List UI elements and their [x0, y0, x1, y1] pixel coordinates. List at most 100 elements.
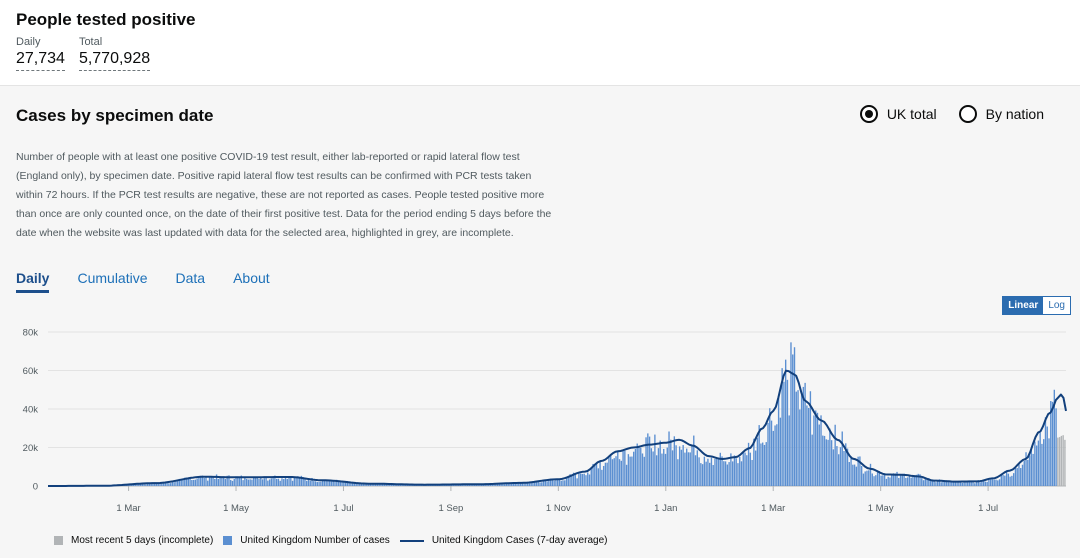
- daily-cases-bar: [343, 482, 345, 486]
- daily-cases-bar: [251, 479, 253, 486]
- tab-daily[interactable]: Daily: [16, 270, 50, 293]
- daily-cases-bar: [230, 479, 232, 486]
- daily-cases-bar: [272, 478, 274, 486]
- daily-cases-bar: [912, 476, 914, 486]
- daily-cases-bar: [390, 484, 393, 486]
- daily-cases-bar: [694, 455, 697, 486]
- daily-cases-bar: [1021, 464, 1024, 486]
- daily-cases-bar: [1041, 443, 1043, 486]
- daily-cases-bar: [813, 415, 815, 486]
- daily-cases-bar: [806, 405, 808, 486]
- card-title: Cases by specimen date: [16, 106, 214, 125]
- daily-cases-bar: [539, 482, 541, 486]
- daily-cases-bar: [898, 478, 900, 486]
- daily-cases-bar: [311, 477, 313, 486]
- daily-cases-bar: [657, 448, 660, 486]
- daily-cases-bar: [942, 481, 944, 486]
- daily-cases-bar: [914, 475, 916, 486]
- y-tick-label: 0: [33, 482, 38, 493]
- daily-cases-bar: [956, 481, 958, 486]
- daily-cases-bar: [885, 478, 888, 486]
- daily-cases-bar: [270, 478, 273, 486]
- y-tick-label: 40k: [23, 405, 39, 416]
- daily-cases-bar: [399, 484, 402, 486]
- daily-cases-bar: [982, 480, 985, 486]
- daily-cases-bar: [862, 473, 865, 486]
- daily-cases-bar: [747, 442, 750, 486]
- daily-cases-bar: [1000, 475, 1002, 486]
- x-tick-label: 1 May: [868, 503, 894, 514]
- daily-cases-bar: [1039, 432, 1041, 486]
- daily-cases-bar: [892, 473, 895, 486]
- daily-cases-bar: [148, 483, 151, 486]
- daily-cases-bar: [684, 452, 686, 486]
- radio-by-nation-label[interactable]: By nation: [985, 106, 1044, 122]
- scale-toggle: Linear Log: [1002, 296, 1071, 315]
- daily-cases-bar: [470, 484, 472, 486]
- daily-cases-bar: [820, 415, 822, 486]
- daily-cases-bar: [625, 464, 628, 486]
- tab-about[interactable]: About: [233, 270, 270, 286]
- x-axis-ticks: 1 Mar 1 May 1 Jul 1 Sep 1 Nov 1 Jan 1 Mar 1 May…: [116, 486, 998, 514]
- daily-cases-bar: [277, 478, 280, 486]
- daily-cases-bar: [979, 482, 981, 486]
- daily-cases-bar: [652, 451, 654, 486]
- daily-cases-bar: [549, 478, 552, 486]
- daily-cases-bar: [708, 462, 711, 486]
- daily-cases-bar: [359, 483, 361, 486]
- daily-cases-bar: [484, 484, 486, 486]
- daily-cases-bar: [344, 481, 347, 486]
- radio-uk-total[interactable]: UK total: [859, 105, 937, 123]
- radio-uk-total-circle[interactable]: [859, 105, 878, 123]
- daily-cases-bar: [353, 483, 356, 486]
- daily-cases-bar: [161, 482, 163, 486]
- daily-cases-bar: [1007, 473, 1010, 486]
- chart-grid: [48, 331, 1066, 487]
- daily-cases-bar: [198, 477, 200, 486]
- daily-cases-bar: [564, 480, 566, 486]
- daily-cases-bar: [182, 479, 184, 486]
- daily-cases-bar: [1043, 439, 1045, 486]
- daily-cases-bar: [224, 479, 227, 486]
- tab-cumulative[interactable]: Cumulative: [77, 270, 148, 286]
- daily-cases-bar: [906, 477, 909, 486]
- scale-linear-button[interactable]: Linear: [1003, 297, 1044, 314]
- daily-cases-bar: [440, 485, 442, 486]
- daily-cases-bar: [949, 481, 951, 486]
- card-description: Number of people with at least one posit…: [16, 151, 552, 239]
- daily-cases-bar: [929, 480, 932, 486]
- daily-cases-bar: [217, 478, 220, 486]
- daily-cases-bar: [975, 480, 978, 486]
- daily-cases-bar: [572, 472, 575, 486]
- daily-cases-bar: [1011, 475, 1013, 486]
- daily-cases-bar: [491, 484, 493, 486]
- daily-cases-bar: [336, 479, 338, 486]
- daily-cases-bar: [378, 483, 380, 486]
- daily-cases-bar: [988, 479, 990, 486]
- daily-cases-bar: [701, 464, 704, 486]
- radio-by-nation-circle[interactable]: [958, 105, 977, 123]
- total-value[interactable]: 5,770,928: [78, 49, 151, 71]
- daily-cases-bar: [512, 482, 515, 486]
- daily-cases-bar: [875, 475, 877, 486]
- daily-cases-bar: [1032, 453, 1034, 486]
- scale-log-button[interactable]: Log: [1043, 297, 1070, 314]
- daily-cases-bar: [818, 424, 820, 486]
- daily-cases-bar: [1025, 452, 1027, 486]
- daily-cases-bar: [1028, 455, 1031, 486]
- radio-by-nation[interactable]: By nation: [958, 105, 1044, 123]
- daily-cases-bar: [567, 475, 569, 486]
- daily-cases-bar: [332, 480, 334, 486]
- daily-cases-bar: [726, 464, 729, 486]
- daily-cases-bar: [247, 479, 250, 486]
- daily-cases-bar: [1050, 401, 1052, 486]
- daily-cases-bar: [537, 481, 539, 486]
- daily-cases-bar: [452, 485, 455, 486]
- tab-data[interactable]: Data: [175, 270, 206, 286]
- daily-value[interactable]: 27,734: [16, 49, 65, 71]
- radio-uk-total-label[interactable]: UK total: [886, 106, 937, 122]
- daily-cases-bar: [936, 480, 939, 486]
- daily-cases-bar: [546, 481, 548, 486]
- daily-cases-bar: [650, 448, 653, 486]
- daily-cases-bar: [1048, 438, 1050, 486]
